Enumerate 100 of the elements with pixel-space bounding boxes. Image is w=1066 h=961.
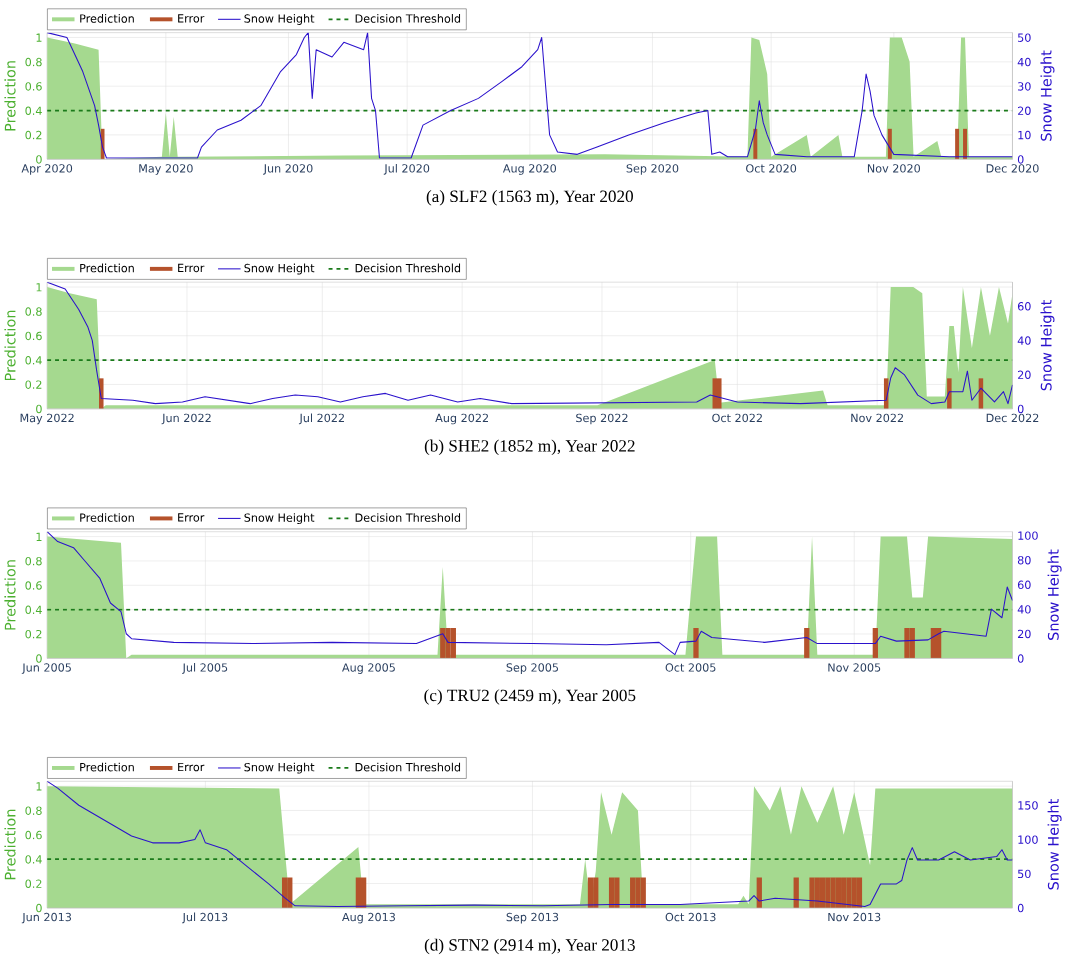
legend-label: Decision Threshold — [355, 762, 461, 772]
y-tick-label: 0 — [36, 155, 42, 164]
y-tick-label: 0.4 — [25, 605, 42, 614]
y2-tick-label: 60 — [1017, 580, 1031, 589]
x-tick-label: Dec 2020 — [986, 163, 1039, 173]
y-tick-label: 0.6 — [25, 81, 42, 91]
y-tick-label: 0.8 — [25, 806, 42, 815]
x-tick-label: Nov 2022 — [851, 413, 904, 422]
x-tick-label: Oct 2022 — [712, 413, 762, 422]
y-axis-title: Prediction — [4, 60, 16, 131]
legend-label: Error — [178, 762, 205, 772]
y2-axis-title: Snow Height — [1040, 299, 1055, 391]
x-tick-label: Nov 2005 — [828, 663, 881, 672]
legend-label: Error — [178, 263, 205, 272]
text: (a) SLF2 (1563 m), Year 2020 — [426, 189, 633, 206]
y-tick-label: 0.4 — [25, 355, 42, 365]
y-tick-label: 0 — [36, 404, 42, 414]
y2-tick-label: 60 — [1017, 301, 1031, 311]
y2-tick-label: 20 — [1017, 106, 1031, 115]
legend-label: Prediction — [80, 762, 134, 772]
y-tick-label: 0 — [36, 654, 42, 663]
x-tick-label: Sep 2013 — [506, 912, 559, 924]
y2-tick-label: 40 — [1017, 57, 1031, 67]
y-tick-label: 1 — [36, 532, 42, 541]
x-tick-label: Jul 2020 — [383, 163, 430, 175]
legend-label: Decision Threshold — [355, 512, 461, 522]
legend-label: Prediction — [80, 263, 134, 273]
y2-axis-title: Snow Height — [1047, 549, 1062, 640]
y2-tick-label: 0 — [1017, 903, 1024, 913]
y-tick-label: 0.6 — [25, 331, 42, 340]
legend-label: Snow Height — [244, 263, 315, 275]
x-tick-label: Nov 2013 — [828, 912, 881, 922]
y-axis-title: Prediction — [4, 809, 16, 879]
y2-tick-label: 20 — [1017, 629, 1031, 639]
y-axis-title: Prediction — [4, 560, 16, 630]
y2-tick-label: 50 — [1018, 33, 1031, 42]
x-tick-label: Aug 2022 — [435, 413, 488, 425]
x-tick-label: Jun 2020 — [263, 163, 313, 175]
y2-tick-label: 30 — [1018, 81, 1031, 91]
y2-tick-label: 80 — [1017, 555, 1031, 565]
y-tick-label: 0.2 — [25, 130, 42, 140]
y2-tick-label: 40 — [1017, 336, 1031, 345]
y2-tick-label: 0 — [1017, 155, 1024, 164]
y-tick-label: 0 — [36, 903, 42, 913]
x-tick-label: Aug 2013 — [342, 912, 395, 924]
legend-label: Prediction — [80, 512, 134, 522]
legend-label: Snow Height — [244, 762, 315, 774]
y2-axis-title: Snow Height — [1047, 798, 1062, 890]
y-tick-label: 0.8 — [25, 57, 42, 67]
y2-tick-label: 0 — [1017, 654, 1024, 663]
y-axis-title: Prediction — [4, 310, 16, 380]
y2-tick-label: 0 — [1017, 404, 1024, 414]
x-tick-label: Jul 2013 — [182, 912, 228, 924]
x-tick-label: Jun 2005 — [21, 663, 71, 674]
legend-label: Error — [178, 513, 205, 522]
x-tick-label: Apr 2020 — [21, 163, 73, 175]
y-tick-label: 0.2 — [25, 380, 42, 389]
y2-tick-label: 10 — [1018, 130, 1031, 140]
y-tick-label: 0.8 — [25, 556, 42, 566]
y-tick-label: 0.4 — [25, 854, 42, 864]
legend-label: Prediction — [80, 13, 134, 23]
y-tick-label: 1 — [36, 33, 42, 42]
x-tick-label: Jul 2005 — [182, 662, 228, 674]
y2-tick-label: 150 — [1018, 801, 1038, 810]
y-tick-label: 0.4 — [25, 106, 42, 115]
y2-tick-label: 100 — [1018, 835, 1038, 844]
y2-axis-title: Snow Height — [1040, 50, 1055, 141]
y2-tick-label: 20 — [1017, 370, 1031, 379]
x-tick-label: Oct 2020 — [746, 163, 797, 173]
x-tick-label: Sep 2005 — [506, 663, 559, 674]
legend-label: Snow Height — [244, 13, 315, 25]
y-tick-label: 0.2 — [25, 629, 42, 639]
legend-label: Decision Threshold — [355, 13, 461, 23]
legend-label: Error — [178, 14, 205, 23]
text: (d) STN2 (2914 m), Year 2013 — [424, 938, 635, 955]
y2-tick-label: 50 — [1018, 869, 1031, 878]
y-tick-label: 1 — [36, 782, 42, 791]
x-tick-label: Aug 2005 — [342, 663, 395, 674]
x-tick-label: Aug 2020 — [502, 163, 557, 175]
x-tick-label: May 2020 — [139, 163, 193, 175]
x-tick-label: Oct 2013 — [665, 912, 716, 922]
x-tick-label: Sep 2022 — [576, 413, 628, 425]
legend-label: Snow Height — [244, 512, 315, 524]
y-tick-label: 0.6 — [25, 830, 42, 840]
y-tick-label: 0.2 — [25, 879, 42, 888]
x-tick-label: Jun 2013 — [21, 912, 72, 924]
x-tick-label: Jul 2022 — [298, 413, 344, 425]
x-tick-label: Sep 2020 — [626, 163, 679, 175]
x-tick-label: Nov 2020 — [867, 163, 921, 173]
y-tick-label: 1 — [36, 282, 42, 292]
text: (c) TRU2 (2459 m), Year 2005 — [424, 688, 636, 705]
y2-tick-label: 40 — [1017, 604, 1031, 614]
y-tick-label: 0.8 — [25, 307, 42, 316]
y-tick-label: 0.6 — [25, 581, 42, 590]
x-tick-label: Jun 2022 — [161, 413, 211, 425]
x-tick-label: Dec 2022 — [986, 413, 1039, 422]
text: (b) SHE2 (1852 m), Year 2022 — [424, 439, 635, 455]
x-tick-label: Oct 2005 — [665, 663, 716, 672]
legend-label: Decision Threshold — [355, 263, 461, 273]
x-tick-label: May 2022 — [20, 413, 74, 425]
